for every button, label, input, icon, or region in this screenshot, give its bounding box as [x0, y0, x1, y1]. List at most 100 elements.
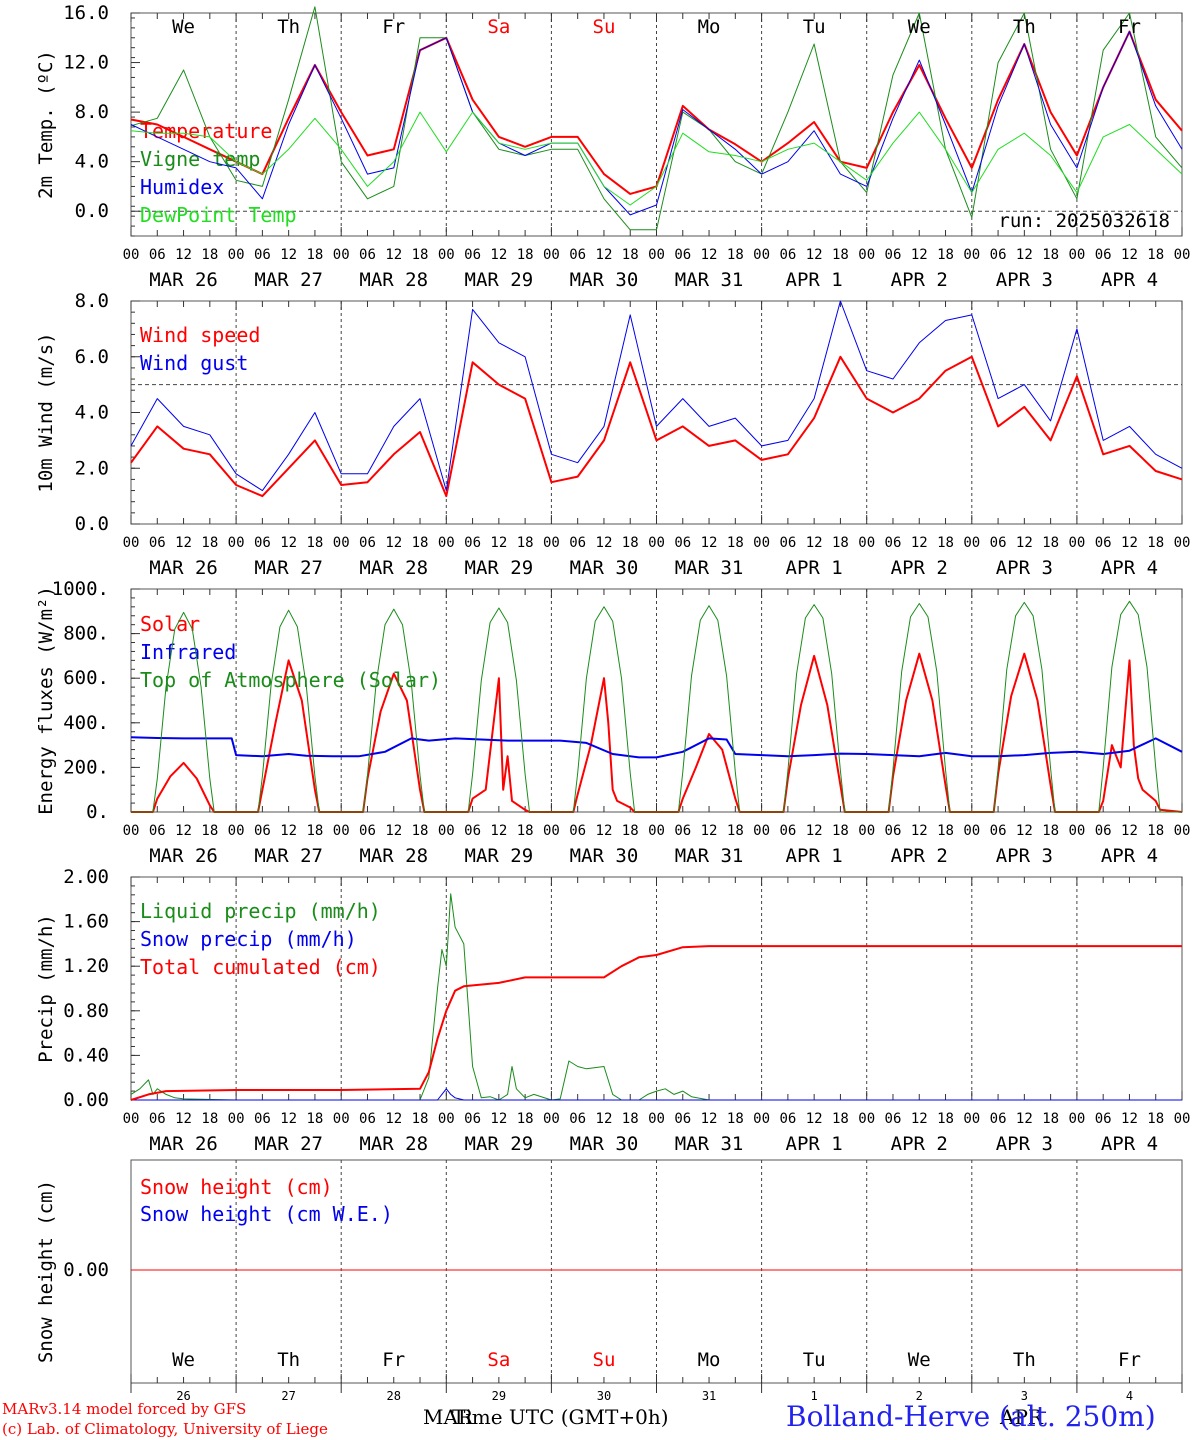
panel-4: 0.00 0.40 0.80 1.20 1.60 2.00 Precip (mm/h) Liq…	[35, 866, 1190, 1155]
hour-label: 12	[911, 823, 928, 839]
hour-label: 00	[1068, 247, 1085, 263]
day-number-label: 29	[492, 1389, 506, 1403]
hour-label: 06	[359, 247, 376, 263]
date-label: MAR 31	[675, 557, 744, 579]
weekday-label: Tu	[803, 16, 826, 38]
date-label: APR 2	[891, 269, 948, 291]
y-tick-label: 800.	[63, 623, 109, 645]
day-number-label: 4	[1126, 1389, 1133, 1403]
hour-label: 06	[990, 535, 1007, 551]
date-label: MAR 31	[675, 845, 744, 867]
hour-label: 18	[727, 823, 744, 839]
hour-label: 06	[779, 535, 796, 551]
hour-label: 18	[412, 1111, 429, 1127]
date-label: APR 4	[1101, 269, 1158, 291]
hour-label: 00	[753, 247, 770, 263]
hour-label: 06	[885, 823, 902, 839]
date-label: MAR 27	[254, 557, 323, 579]
hour-label: 18	[937, 823, 954, 839]
hour-label: 18	[937, 535, 954, 551]
hour-label: 18	[306, 1111, 323, 1127]
hour-label: 00	[858, 247, 875, 263]
date-label: APR 1	[786, 1133, 843, 1155]
hour-label: 00	[438, 535, 455, 551]
y-tick-label: 2.00	[63, 866, 109, 888]
day-number-label: 31	[702, 1389, 716, 1403]
y-axis-title: Snow height (cm)	[35, 1180, 57, 1363]
hour-label: 06	[885, 535, 902, 551]
hour-label: 18	[1147, 247, 1164, 263]
hour-label: 06	[569, 247, 586, 263]
hour-label: 18	[517, 247, 534, 263]
hour-label: 06	[990, 247, 1007, 263]
date-label: APR 3	[996, 845, 1053, 867]
day-number-label: 28	[387, 1389, 401, 1403]
hour-label: 18	[1042, 1111, 1059, 1127]
hour-label: 06	[464, 1111, 481, 1127]
weekday-label: Sa	[487, 1349, 510, 1371]
hour-label: 00	[333, 1111, 350, 1127]
date-label: APR 1	[786, 269, 843, 291]
date-label: APR 3	[996, 557, 1053, 579]
hour-label: 00	[963, 823, 980, 839]
hour-label: 00	[753, 1111, 770, 1127]
date-label: MAR 28	[359, 557, 428, 579]
hour-label: 06	[779, 247, 796, 263]
hour-label: 00	[438, 1111, 455, 1127]
series-line-2	[130, 6, 1183, 231]
hour-label: 12	[701, 535, 718, 551]
weekday-label: Th	[1013, 16, 1036, 38]
date-label: MAR 29	[465, 845, 534, 867]
date-label: APR 1	[786, 557, 843, 579]
hour-label: 12	[701, 823, 718, 839]
hour-label: 12	[385, 247, 402, 263]
hour-label: 18	[412, 823, 429, 839]
y-axis-title: 2m Temp. (ºC)	[35, 50, 57, 199]
legend-entry: Vigne temp	[140, 147, 260, 171]
hour-label: 00	[1174, 823, 1191, 839]
weekday-label: Th	[1013, 1349, 1036, 1371]
hour-label: 12	[280, 535, 297, 551]
hour-label: 18	[517, 535, 534, 551]
series-line-3	[130, 31, 1183, 216]
date-label: MAR 28	[359, 1133, 428, 1155]
hour-label: 06	[254, 823, 271, 839]
hour-label: 06	[149, 823, 166, 839]
panel-5: 0.00 Snow height (cm) Snow height (cm) Snow…	[35, 1159, 1183, 1403]
hour-label: 06	[254, 247, 271, 263]
hour-label: 12	[280, 1111, 297, 1127]
hour-label: 18	[201, 823, 218, 839]
hour-label: 06	[254, 535, 271, 551]
hour-label: 18	[201, 535, 218, 551]
day-number-label: 30	[597, 1389, 611, 1403]
hour-label: 18	[832, 823, 849, 839]
y-axis-title: 10m Wind (m/s)	[35, 332, 57, 492]
y-tick-label: 8.0	[75, 290, 109, 312]
hour-label: 12	[490, 247, 507, 263]
hour-label: 12	[280, 247, 297, 263]
hour-label: 12	[1016, 247, 1033, 263]
hour-label: 12	[175, 1111, 192, 1127]
hour-label: 12	[806, 535, 823, 551]
hour-label: 18	[1147, 1111, 1164, 1127]
legend-entry: Total cumulated (cm)	[140, 955, 381, 979]
hour-label: 06	[779, 1111, 796, 1127]
hour-label: 00	[858, 535, 875, 551]
series-line-4	[130, 111, 1183, 206]
hour-label: 06	[885, 247, 902, 263]
y-tick-label: 0.0	[75, 513, 109, 535]
y-tick-label: 0.00	[63, 1089, 109, 1111]
date-label: MAR 26	[149, 845, 218, 867]
hour-label: 00	[123, 247, 140, 263]
y-tick-label: 0.80	[63, 1000, 109, 1022]
hour-label: 00	[228, 1111, 245, 1127]
hour-label: 00	[858, 1111, 875, 1127]
hour-label: 18	[1042, 247, 1059, 263]
day-number-label: 27	[281, 1389, 295, 1403]
date-label: MAR 29	[465, 1133, 534, 1155]
lab-credit: (c) Lab. of Climatology, University of L…	[2, 1420, 328, 1438]
date-label: APR 2	[891, 1133, 948, 1155]
hour-label: 18	[937, 1111, 954, 1127]
day-number-label: 3	[1021, 1389, 1028, 1403]
